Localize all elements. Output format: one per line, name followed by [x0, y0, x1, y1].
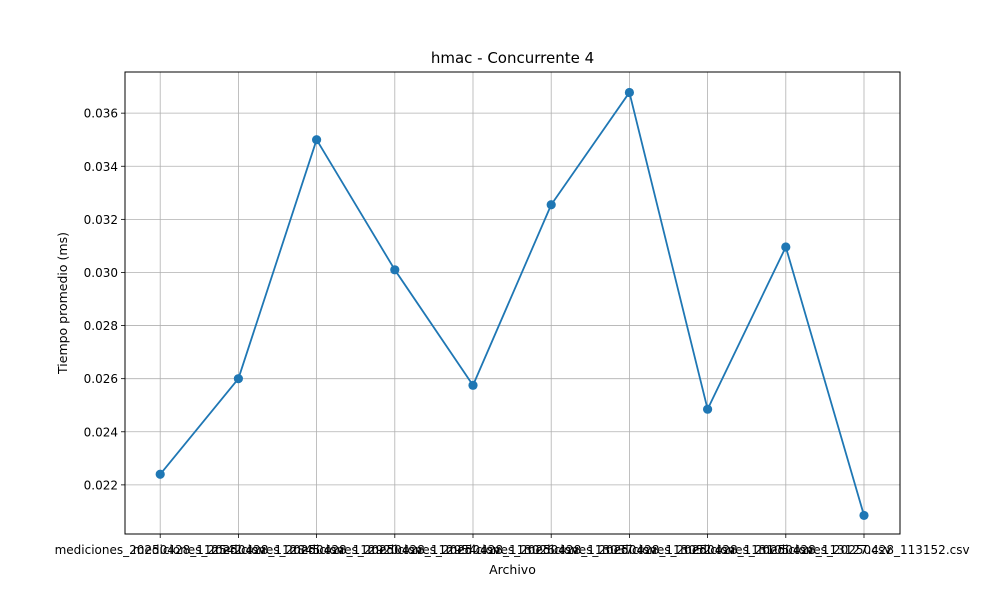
x-tick-label: mediciones_20250428_112954.csv [289, 543, 500, 557]
x-tick-label: mediciones_20250428_113152.csv [758, 543, 969, 557]
x-tick-label: mediciones_20250428_112845.csv [133, 543, 344, 557]
data-point [233, 374, 243, 384]
x-tick-label: mediciones_20250428_112920.csv [211, 543, 422, 557]
axis-ticks: mediciones_20250428_112542.csvmediciones… [55, 107, 970, 557]
y-tick-label: 0.030 [84, 266, 118, 280]
data-point [624, 87, 635, 98]
x-tick-label: mediciones_20250428_112542.csv [55, 543, 266, 557]
x-tick-label: mediciones_20250428_113026.csv [367, 543, 578, 557]
x-tick-label: mediciones_20250428_113105.csv [602, 543, 813, 557]
y-tick-label: 0.032 [84, 213, 118, 227]
data-point [859, 510, 869, 521]
y-tick-label: 0.026 [84, 372, 118, 386]
data-point [546, 200, 556, 210]
chart-title: hmac - Concurrente 4 [431, 49, 594, 67]
y-tick-label: 0.022 [84, 478, 118, 492]
y-axis-label: Tiempo promedio (ms) [55, 232, 70, 375]
x-tick-label: mediciones_20250428_113127.csv [680, 543, 891, 557]
data-point [312, 135, 322, 145]
data-point [781, 242, 791, 252]
series-hmac [155, 87, 869, 521]
x-tick-label: mediciones_20250428_113037.csv [446, 543, 657, 557]
grid [125, 72, 900, 534]
plot-area-frame [124, 71, 901, 535]
y-tick-label: 0.036 [84, 107, 118, 121]
data-point [468, 380, 478, 390]
x-tick-label: mediciones_20250428_113052.csv [524, 543, 735, 557]
data-point [390, 265, 400, 275]
data-point [155, 469, 165, 479]
y-tick-label: 0.034 [84, 160, 118, 174]
series-line [159, 91, 865, 516]
data-point [703, 404, 713, 414]
y-tick-label: 0.028 [84, 319, 118, 333]
x-axis-label: Archivo [489, 562, 536, 577]
y-tick-label: 0.024 [84, 425, 118, 439]
